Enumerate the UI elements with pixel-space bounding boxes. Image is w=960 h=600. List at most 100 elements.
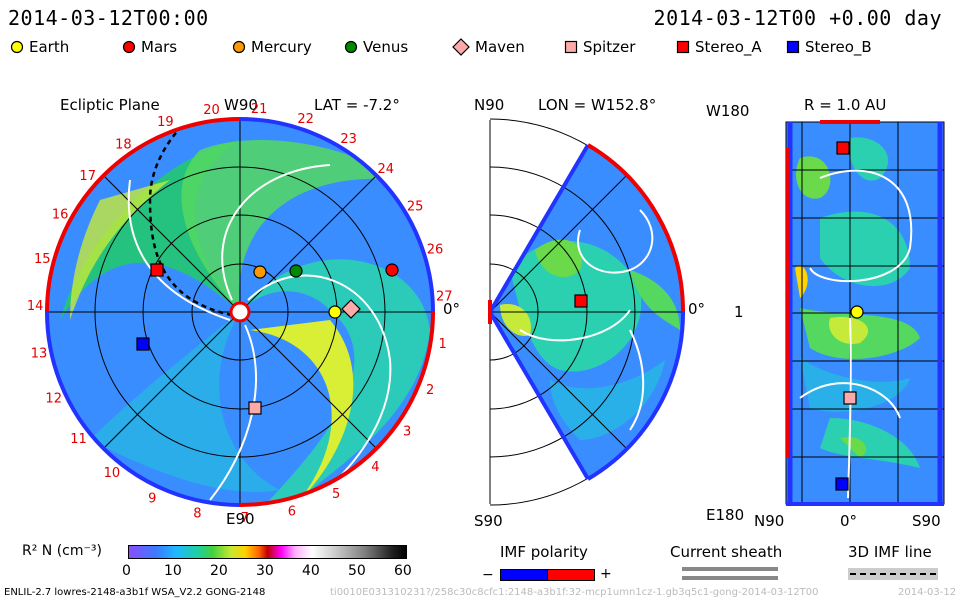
legend-mercury: Mercury — [232, 38, 312, 56]
rim-tick-21: 21 — [251, 102, 268, 117]
stereo-b-square-icon — [786, 40, 800, 54]
spitzer-marker — [248, 401, 262, 415]
radial-bottom-s: S90 — [912, 512, 941, 530]
legend-maven: Maven — [452, 38, 525, 56]
legend-label-mercury: Mercury — [251, 38, 312, 56]
current-sheath-label: Current sheath — [670, 543, 783, 561]
ecliptic-right-label: 0° — [443, 300, 461, 318]
meridional-lon-label: LON = W152.8° — [538, 96, 657, 114]
maven-diamond-icon — [452, 38, 470, 56]
legend-label-stereo-b: Stereo_B — [805, 38, 872, 56]
stereo-b-marker — [136, 337, 150, 351]
maven-marker — [341, 299, 361, 319]
radial-stereo-a-marker — [836, 141, 850, 155]
meridional-density-field — [490, 145, 684, 479]
rim-tick-13: 13 — [31, 346, 48, 361]
rim-tick-20: 20 — [203, 103, 220, 118]
ecliptic-lat-label: LAT = -7.2° — [314, 96, 400, 114]
earth-circle-icon — [10, 40, 24, 54]
meridional-top-left: N90 — [474, 96, 505, 114]
colorbar-tick-40: 40 — [302, 563, 320, 579]
colorbar — [128, 545, 407, 559]
rim-tick-23: 23 — [340, 132, 357, 147]
colorbar-tick-20: 20 — [210, 563, 228, 579]
timestamp-right: 2014-03-12T00 +0.00 day — [653, 6, 942, 30]
legend-spitzer: Spitzer — [564, 38, 635, 56]
imf-polarity-label: IMF polarity — [500, 543, 588, 561]
radial-top-left: W180 — [706, 102, 750, 120]
imf-positive-swatch — [547, 569, 595, 581]
meridional-right-label: 0° — [688, 300, 706, 318]
legend-label-stereo-a: Stereo_A — [695, 38, 762, 56]
timestamp-left: 2014-03-12T00:00 — [8, 6, 209, 30]
meridional-imf-lines — [519, 209, 654, 431]
rim-tick-10: 10 — [104, 466, 121, 481]
rim-tick-8: 8 — [193, 507, 201, 522]
rim-tick-22: 22 — [297, 112, 314, 127]
footer-middle: ti0010E031310231?/258c30c8cfc1:2148-a3b1… — [330, 587, 819, 598]
colorbar-tick-50: 50 — [348, 563, 366, 579]
radial-bottom-zero: 0° — [840, 512, 858, 530]
rim-tick-12: 12 — [45, 392, 62, 407]
imf3d-label: 3D IMF line — [848, 543, 932, 561]
rim-tick-2: 2 — [426, 383, 434, 398]
radial-r-label: R = 1.0 AU — [804, 96, 887, 114]
rim-tick-26: 26 — [427, 243, 444, 258]
mars-marker — [385, 263, 399, 277]
colorbar-tick-30: 30 — [256, 563, 274, 579]
rim-tick-18: 18 — [115, 137, 132, 152]
footer-right: 2014-03-12 — [898, 587, 957, 598]
legend-label-spitzer: Spitzer — [583, 38, 636, 56]
ecliptic-title: Ecliptic Plane — [60, 96, 160, 114]
radial-stereo-b-marker — [835, 477, 849, 491]
rim-tick-5: 5 — [332, 487, 340, 502]
sun-marker — [229, 301, 251, 323]
legend-earth: Earth — [10, 38, 69, 56]
earth-marker — [328, 305, 342, 319]
footer-left: ENLIL-2.7 lowres-2148-a3b1f WSA_V2.2 GON… — [4, 587, 266, 598]
current-sheath-swatch-bottom — [682, 576, 778, 580]
legend-stereo-b: Stereo_B — [786, 38, 872, 56]
colorbar-tick-60: 60 — [394, 563, 412, 579]
venus-marker — [289, 264, 303, 278]
radial-earth-marker — [850, 305, 864, 319]
imf3d-swatch — [848, 568, 938, 580]
colorbar-label: R² N (cm⁻³) — [22, 543, 102, 559]
venus-circle-icon — [344, 40, 358, 54]
spitzer-square-icon — [564, 40, 578, 54]
radial-map-plot — [785, 120, 945, 506]
legend-mars: Mars — [122, 38, 177, 56]
radial-spitzer-marker — [843, 391, 857, 405]
legend-label-maven: Maven — [475, 38, 525, 56]
rim-tick-15: 15 — [34, 252, 51, 267]
ecliptic-3d-imf-line — [148, 127, 233, 317]
ecliptic-bottom-label: E90 — [226, 510, 255, 528]
meridional-stereo-a-marker — [574, 294, 588, 308]
meridional-bottom-left: S90 — [474, 512, 503, 530]
legend-label-venus: Venus — [363, 38, 409, 56]
rim-tick-6: 6 — [288, 504, 296, 519]
rim-tick-1: 1 — [439, 337, 447, 352]
stereo-a-square-icon — [676, 40, 690, 54]
rim-tick-11: 11 — [70, 432, 87, 447]
legend-stereo-a: Stereo_A — [676, 38, 762, 56]
current-sheath-swatch-top — [682, 567, 778, 571]
colorbar-tick-0: 0 — [122, 563, 131, 579]
colorbar-tick-10: 10 — [164, 563, 182, 579]
imf-minus: − — [482, 567, 494, 583]
legend-label-earth: Earth — [29, 38, 70, 56]
stereo-a-marker — [150, 263, 164, 277]
ecliptic-rim-ticks: 20 21222324252627123456789101112131415161… — [27, 102, 453, 526]
legend-venus: Venus — [344, 38, 408, 56]
legend-label-mars: Mars — [141, 38, 178, 56]
rim-tick-17: 17 — [79, 169, 96, 184]
meridional-plot — [488, 118, 686, 506]
rim-tick-19: 19 — [157, 115, 174, 130]
rim-tick-27: 27 — [436, 289, 453, 304]
radial-bottom-left: E180 — [706, 506, 745, 524]
rim-tick-9: 9 — [148, 491, 156, 506]
imf-negative-swatch — [500, 569, 548, 581]
imf-plus: + — [600, 566, 612, 582]
rim-tick-16: 16 — [52, 208, 69, 223]
rim-tick-24: 24 — [378, 162, 395, 177]
